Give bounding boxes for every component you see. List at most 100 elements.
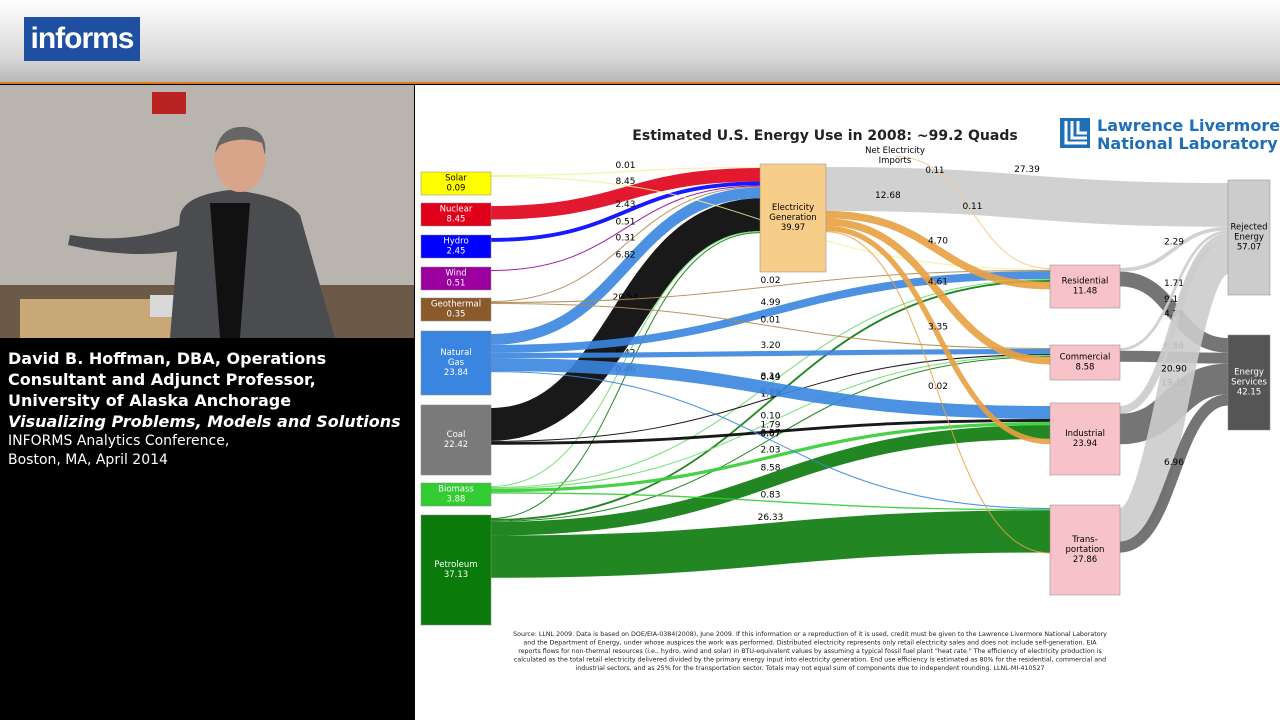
flow xyxy=(490,421,1051,493)
source-note: and the Department of Energy, under whos… xyxy=(523,640,1097,647)
flow-label: 4.70 xyxy=(928,236,948,246)
node-label: Commercial xyxy=(1060,353,1111,363)
source-note: Source: LLNL 2009. Data is based on DOE/… xyxy=(513,631,1107,638)
flow-label: 0.02 xyxy=(928,382,948,392)
lab-logo: Lawrence Livermore National Laboratory xyxy=(1060,116,1280,153)
node-value: 37.13 xyxy=(444,570,468,580)
node-label: Natural xyxy=(440,348,471,358)
flow-label: 4.99 xyxy=(760,298,780,308)
logo: informs xyxy=(24,17,140,61)
node-value: 22.42 xyxy=(444,440,468,450)
node-box xyxy=(1049,264,1121,309)
flow xyxy=(1116,240,1232,542)
node-label: Services xyxy=(1231,378,1267,388)
flow xyxy=(490,186,761,302)
flow-label: 12.68 xyxy=(875,191,901,201)
flow-label: 8.58 xyxy=(760,464,780,474)
node-box xyxy=(420,482,492,507)
node-box xyxy=(420,171,492,196)
flow xyxy=(490,270,1051,303)
node-value: 2.45 xyxy=(447,247,466,257)
node-label: Biomass xyxy=(438,485,474,495)
flow-label: 0.51 xyxy=(615,218,635,228)
flow xyxy=(825,225,1051,445)
flow xyxy=(490,303,1051,349)
flow xyxy=(490,354,1051,442)
flow xyxy=(490,510,1051,578)
caption-line: University of Alaska Anchorage xyxy=(8,391,292,410)
node-value: 23.94 xyxy=(1073,439,1097,449)
flow-label: 0.83 xyxy=(760,491,780,501)
node-label: Generation xyxy=(769,213,816,223)
flow xyxy=(490,185,761,271)
node-label: Petroleum xyxy=(434,560,477,570)
flow-label: 20.90 xyxy=(1161,364,1187,374)
node-label: Trans- xyxy=(1071,535,1098,545)
node-box xyxy=(420,330,492,396)
node-box xyxy=(420,234,492,259)
flow-label: 0.67 xyxy=(760,430,780,440)
node-value: 11.48 xyxy=(1073,287,1097,297)
node-label: Gas xyxy=(448,358,465,368)
flow-label: 9.18 xyxy=(1164,295,1184,305)
flow-label: 8.14 xyxy=(760,372,780,382)
flow-label: 0.57 xyxy=(760,428,780,438)
flow xyxy=(490,355,1051,489)
flow xyxy=(825,167,1229,227)
flow-label: 1.71 xyxy=(1164,279,1184,289)
node-label: Wind xyxy=(445,269,466,279)
flow-label: 0.10 xyxy=(760,412,780,422)
node-label: Residential xyxy=(1062,277,1109,287)
flow-label: 1.79 xyxy=(760,420,780,430)
flow xyxy=(490,371,1051,510)
node-value: 0.35 xyxy=(447,310,466,320)
flow-label: 6.82 xyxy=(615,251,635,261)
flow xyxy=(825,231,1051,554)
flow xyxy=(894,156,1051,269)
source-note: reports flows for non-thermal resources … xyxy=(518,648,1102,655)
flow xyxy=(490,356,1051,522)
flow-label: 0.49 xyxy=(760,373,780,383)
node-value: 3.88 xyxy=(447,495,466,505)
lab-name: Lawrence Livermore xyxy=(1097,116,1280,135)
node-label: Hydro xyxy=(443,237,468,247)
node-box xyxy=(1227,179,1271,296)
node-box xyxy=(420,266,492,291)
node-box xyxy=(1227,334,1271,431)
node-label: Imports xyxy=(879,156,912,166)
flow-label: 8.45 xyxy=(615,177,635,187)
node-box xyxy=(420,404,492,476)
lab-name: National Laboratory xyxy=(1097,134,1278,153)
flow xyxy=(490,492,1051,511)
flow-label: 4.61 xyxy=(928,278,948,288)
source-note: calculated as the total retail electrici… xyxy=(514,657,1106,664)
node-value: 8.45 xyxy=(447,215,466,225)
flow xyxy=(825,210,1051,290)
node-label: Energy xyxy=(1234,368,1264,378)
node-label: Geothermal xyxy=(431,300,481,310)
caption-line: Boston, MA, April 2014 xyxy=(8,452,168,468)
node-box xyxy=(420,297,492,322)
flow xyxy=(1119,230,1229,351)
node-label: Industrial xyxy=(1065,429,1105,439)
node-label: Nuclear xyxy=(440,205,473,215)
flow-label: 6.96 xyxy=(1164,458,1184,468)
node-label: Energy xyxy=(1234,233,1264,243)
video-frame xyxy=(0,85,414,338)
flow xyxy=(490,271,1051,353)
flow xyxy=(490,168,761,220)
flow-label: 0.01 xyxy=(760,316,780,326)
flow xyxy=(1119,226,1229,272)
slide: Estimated U.S. Energy Use in 2008: ~99.2… xyxy=(415,85,1280,720)
flow xyxy=(490,419,1051,445)
node-value: 0.09 xyxy=(447,184,466,194)
node-label: Solar xyxy=(445,174,467,184)
flow-label: 3.35 xyxy=(928,322,948,332)
node-value: 23.84 xyxy=(444,368,468,378)
node-label: portation xyxy=(1066,545,1105,555)
flow-label: 0.31 xyxy=(615,234,635,244)
node-box xyxy=(759,163,827,273)
flow-label: 26.33 xyxy=(758,513,784,523)
node-value: 27.86 xyxy=(1073,555,1097,565)
